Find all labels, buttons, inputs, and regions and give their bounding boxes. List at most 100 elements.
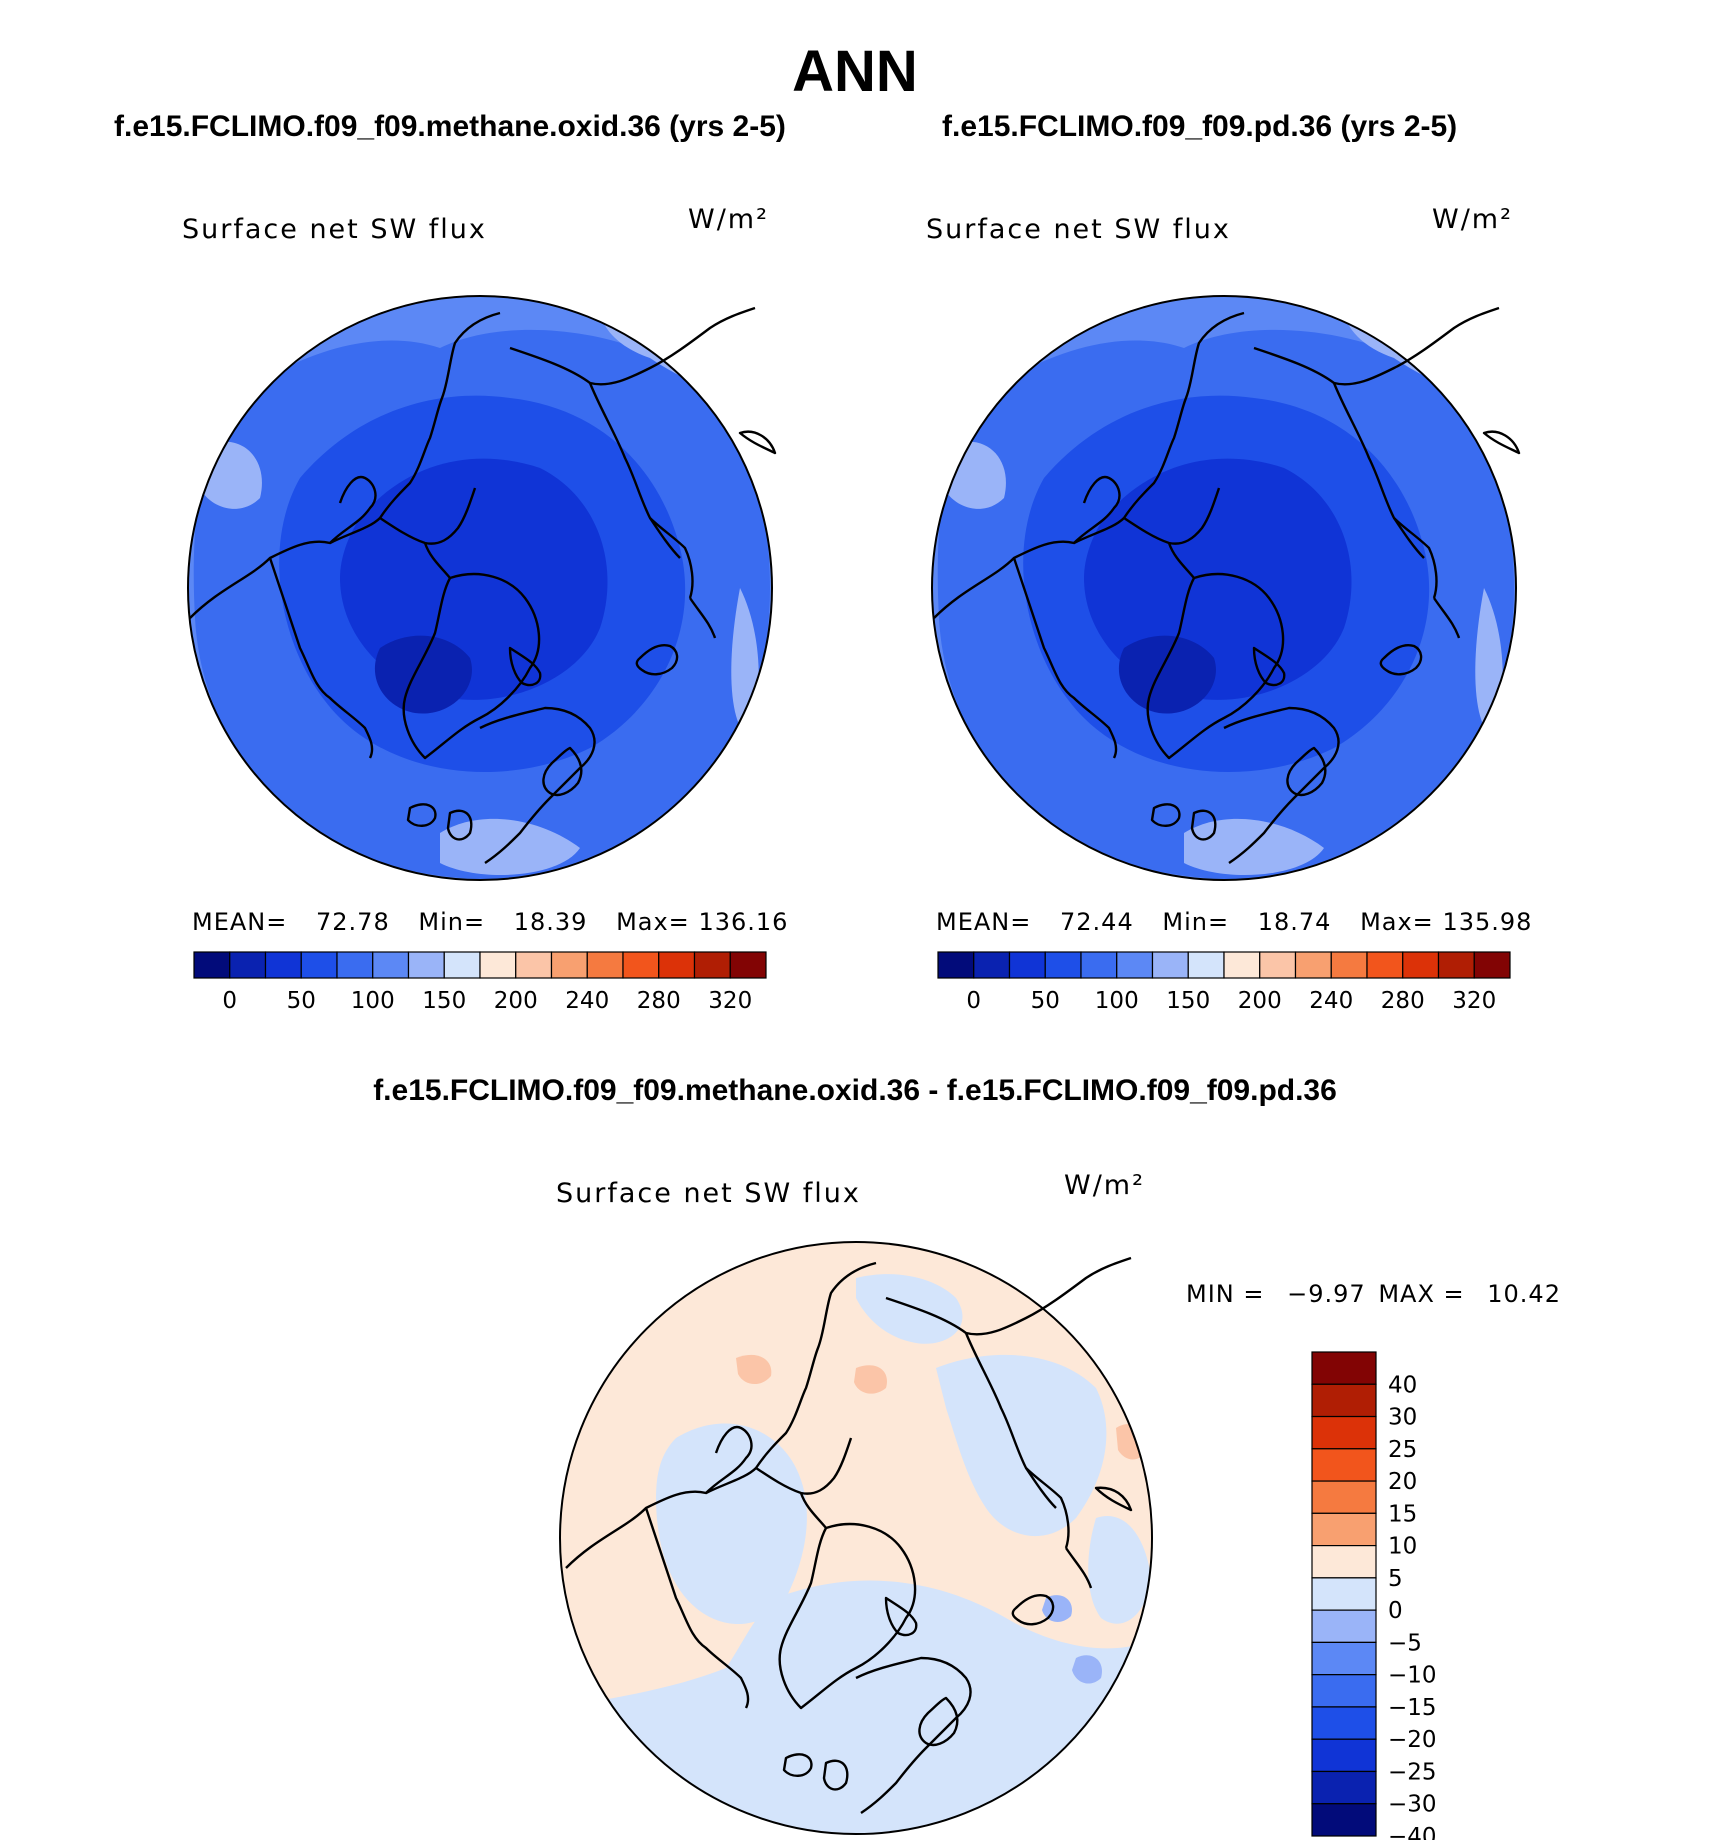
map-field-negative xyxy=(656,1423,807,1625)
colorbar-tick-label: 150 xyxy=(422,988,466,1014)
map-field-negative-strong xyxy=(1072,1655,1102,1684)
colorbar-box xyxy=(1294,951,1332,979)
colorbar-box xyxy=(1311,1415,1377,1450)
colorbar-tick-label: −15 xyxy=(1388,1695,1437,1721)
colorbar-box xyxy=(622,951,660,979)
colorbar-tick-label: −10 xyxy=(1388,1663,1437,1689)
colorbar-box xyxy=(336,951,374,979)
colorbar-tick-label: 30 xyxy=(1388,1405,1417,1431)
colorbar-tick-label: 40 xyxy=(1388,1372,1417,1398)
colorbar-box xyxy=(1311,1351,1377,1385)
colorbar-box xyxy=(1437,951,1475,979)
colorbar-box xyxy=(1008,951,1046,979)
colorbar-box xyxy=(264,951,302,979)
colorbar-tick-label: 320 xyxy=(1452,988,1496,1014)
colorbar-box xyxy=(1311,1577,1377,1611)
panel-1-colorbar: 0 50 100 150 200 240 280 320 xyxy=(193,951,767,1014)
colorbar-box xyxy=(973,951,1011,979)
colorbar-tick-label: 200 xyxy=(494,988,538,1014)
colorbar-tick-label: 240 xyxy=(565,988,609,1014)
min-value: −9.97 xyxy=(1287,1280,1366,1308)
panel-2-case-title: f.e15.FCLIMO.f09_f09.pd.36 (yrs 2-5) xyxy=(942,110,1458,143)
map-field-negative xyxy=(936,1354,1107,1537)
colorbar-tick-label: −20 xyxy=(1388,1727,1437,1753)
map-field-positive-strong xyxy=(854,1365,887,1394)
colorbar-box xyxy=(1366,951,1404,979)
min-label: Min= xyxy=(418,908,486,936)
colorbar-box xyxy=(443,951,481,979)
coastlines xyxy=(565,1256,1133,1814)
min-label: Min= xyxy=(1162,908,1230,936)
colorbar-tick-label: 50 xyxy=(1031,988,1060,1014)
colorbar-box xyxy=(229,951,267,979)
panel-2-variable-label: Surface net SW flux xyxy=(926,214,1231,245)
map-field-negative xyxy=(560,1580,1152,1834)
colorbar-box xyxy=(1311,1803,1377,1837)
colorbar-box xyxy=(1311,1545,1377,1579)
mean-value: 72.78 xyxy=(316,908,390,936)
colorbar-box xyxy=(1311,1480,1377,1514)
colorbar-box xyxy=(300,951,338,979)
diff-panel-polar-map xyxy=(559,1241,1153,1835)
map-field-deep xyxy=(1118,635,1216,714)
max-label: Max= xyxy=(1360,908,1434,936)
panel-2-stats: MEAN= 72.44 Min= 18.74 Max= 135.98 xyxy=(936,908,1532,936)
coastlines xyxy=(933,306,1521,864)
colorbar-box xyxy=(729,951,767,979)
colorbar-box xyxy=(1311,1738,1377,1773)
colorbar-box xyxy=(658,951,696,979)
colorbar-box xyxy=(1259,951,1297,979)
min-label: MIN = xyxy=(1186,1280,1265,1308)
min-value: 18.74 xyxy=(1257,908,1332,936)
diff-panel-title: f.e15.FCLIMO.f09_f09.methane.oxid.36 - f… xyxy=(373,1074,1337,1107)
colorbar-tick-label: 0 xyxy=(222,988,237,1014)
map-field-edge xyxy=(1184,818,1324,875)
colorbar-box xyxy=(1080,951,1118,979)
colorbar-box xyxy=(586,951,624,979)
colorbar-box xyxy=(1116,951,1154,979)
panel-1-units-label: W/m² xyxy=(688,204,769,235)
colorbar-tick-label: 320 xyxy=(708,988,752,1014)
colorbar-tick-label: 150 xyxy=(1166,988,1210,1014)
colorbar-box xyxy=(1402,951,1440,979)
colorbar-box xyxy=(1151,951,1189,979)
colorbar-box xyxy=(1311,1674,1377,1708)
map-field-edge xyxy=(440,818,580,875)
colorbar-box xyxy=(1473,951,1511,979)
colorbar-tick-label: 0 xyxy=(966,988,981,1014)
diff-panel-units-label: W/m² xyxy=(1064,1170,1145,1201)
colorbar-tick-label: 25 xyxy=(1388,1437,1417,1463)
coastlines xyxy=(189,306,777,864)
colorbar-box xyxy=(193,951,231,979)
max-value: 10.42 xyxy=(1487,1280,1561,1308)
colorbar-tick-label: −25 xyxy=(1388,1759,1437,1785)
colorbar-tick-label: 100 xyxy=(1095,988,1139,1014)
map-field-negative xyxy=(1088,1516,1151,1624)
colorbar-tick-label: 50 xyxy=(287,988,316,1014)
colorbar-tick-label: 15 xyxy=(1388,1501,1417,1527)
colorbar-tick-label: 5 xyxy=(1388,1566,1403,1592)
diff-panel-stats: MIN = −9.97 MAX = 10.42 xyxy=(1186,1280,1561,1308)
colorbar-tick-label: −40 xyxy=(1388,1824,1437,1840)
colorbar-box xyxy=(1311,1770,1377,1805)
min-value: 18.39 xyxy=(513,908,588,936)
colorbar-box xyxy=(1223,951,1261,979)
colorbar-box xyxy=(1187,951,1225,979)
mean-label: MEAN= xyxy=(936,908,1032,936)
colorbar-box xyxy=(372,951,410,979)
colorbar-tick-label: −30 xyxy=(1388,1792,1437,1818)
max-label: MAX = xyxy=(1378,1280,1465,1308)
colorbar-tick-label: 240 xyxy=(1309,988,1353,1014)
colorbar-tick-label: 20 xyxy=(1388,1469,1417,1495)
colorbar-tick-label: 0 xyxy=(1388,1598,1403,1624)
colorbar-tick-label: −5 xyxy=(1388,1630,1422,1656)
mean-value: 72.44 xyxy=(1060,908,1134,936)
max-value: 136.16 xyxy=(698,908,789,936)
diff-panel-variable-label: Surface net SW flux xyxy=(556,1178,861,1209)
figure-title: ANN xyxy=(792,39,918,104)
panel-1-polar-map xyxy=(187,295,777,881)
max-label: Max= xyxy=(616,908,690,936)
colorbar-box xyxy=(1311,1609,1377,1643)
map-field-positive-strong xyxy=(736,1354,772,1385)
panel-1-case-title: f.e15.FCLIMO.f09_f09.methane.oxid.36 (yr… xyxy=(114,110,786,143)
